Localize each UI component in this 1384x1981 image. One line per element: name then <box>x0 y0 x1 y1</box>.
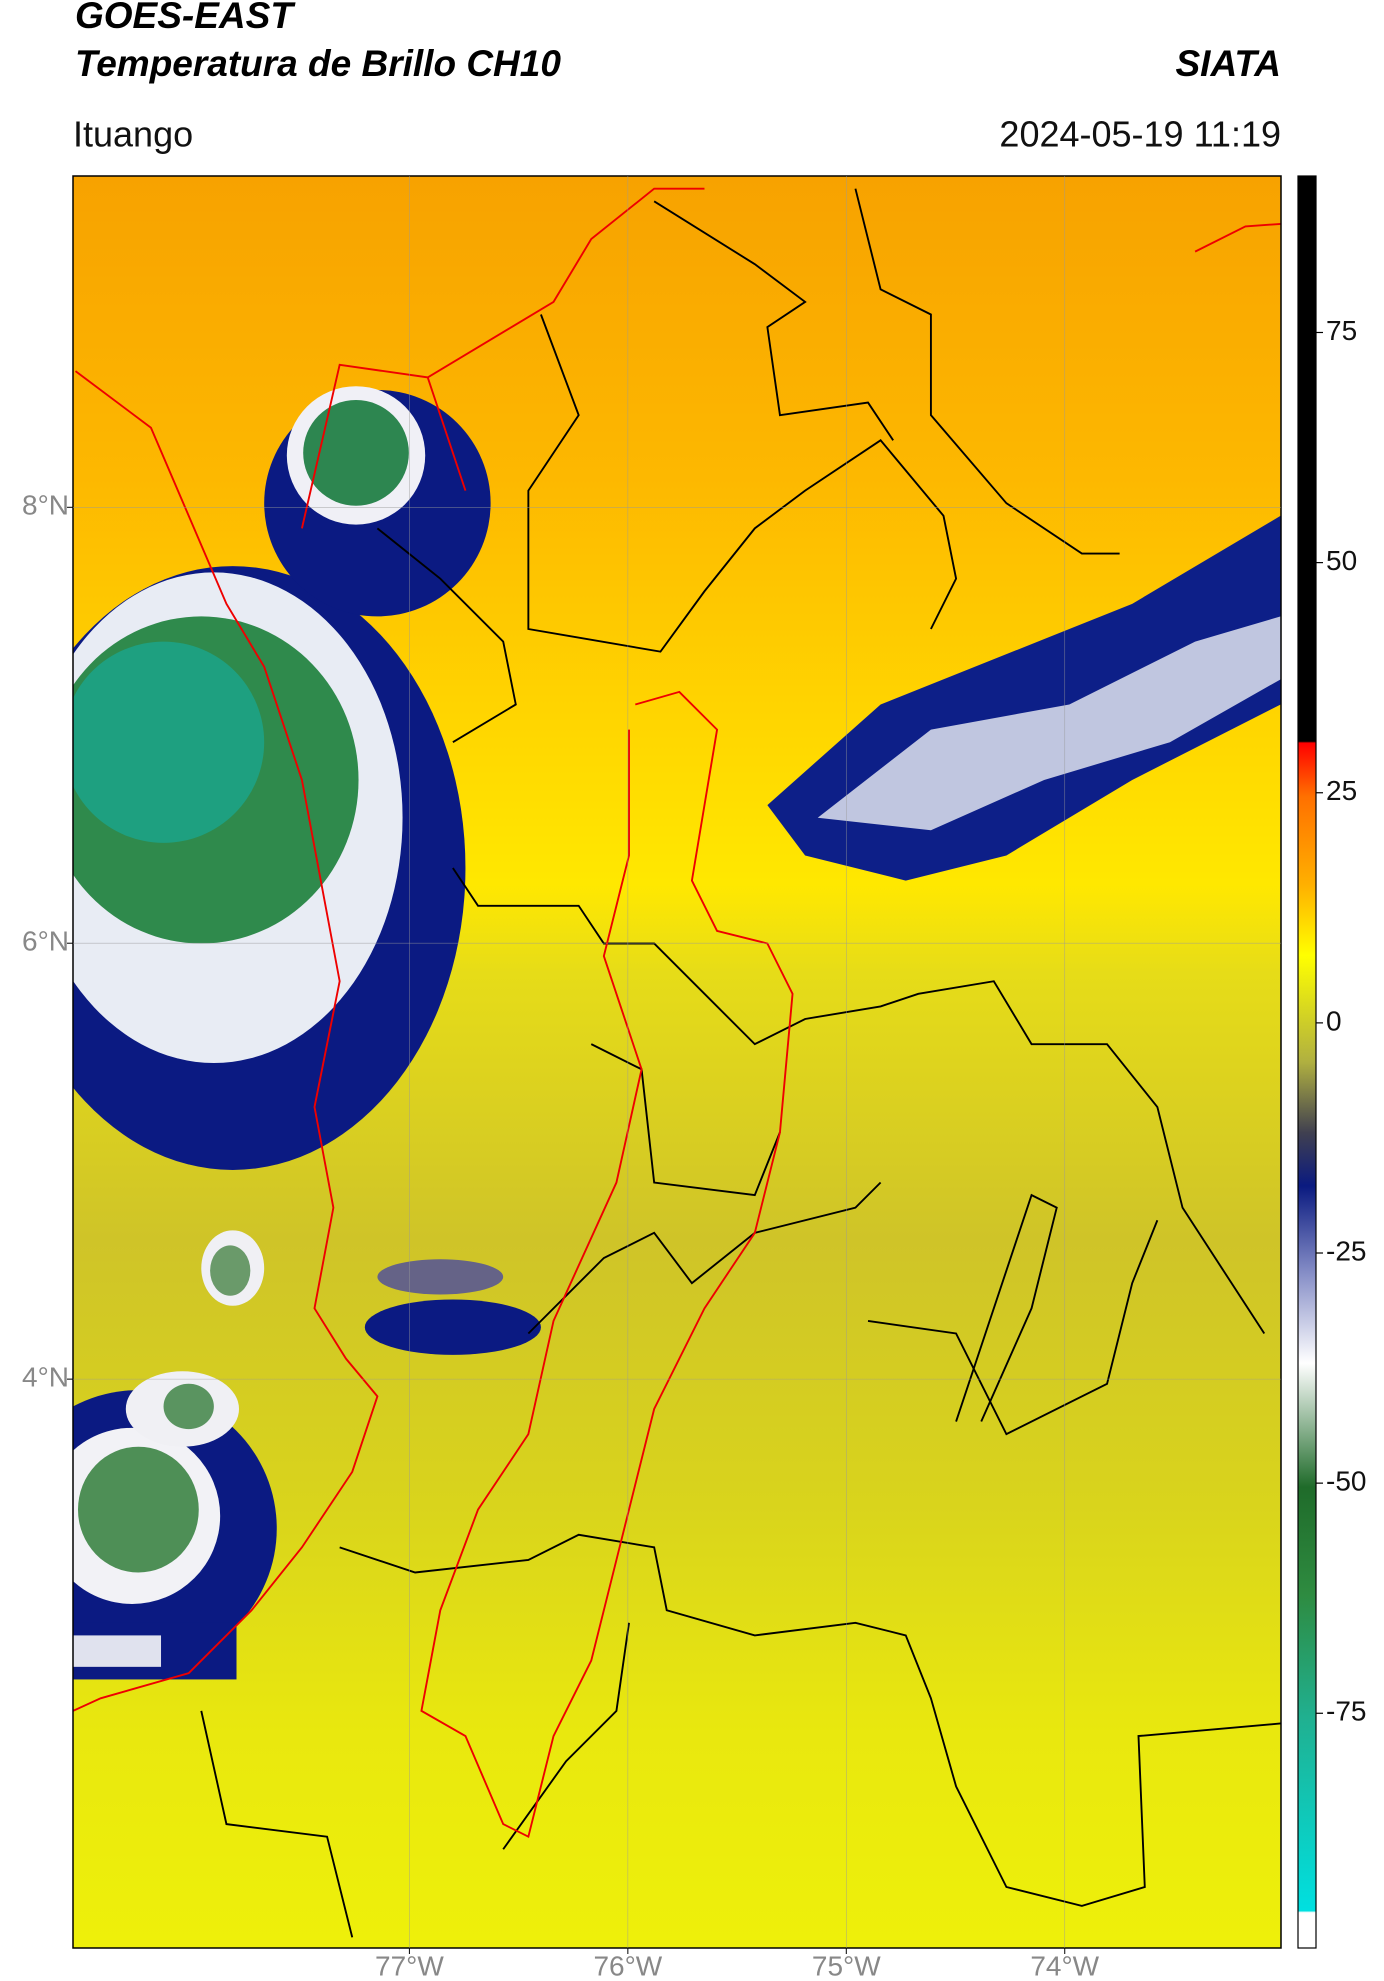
colorbar <box>1297 175 1317 1949</box>
brand: SIATA <box>1175 43 1281 84</box>
datetime: 2024-05-19 11:19 <box>999 114 1281 155</box>
location: Ituango <box>73 114 193 155</box>
map-image <box>73 176 1281 1948</box>
colorbar-tick-label: 75 <box>1326 315 1357 346</box>
title: GOES-EAST <box>75 0 296 36</box>
map-frame <box>72 175 1282 1949</box>
colorbar-tick-label: -25 <box>1326 1235 1366 1266</box>
y-tick-label: 4°N <box>22 1362 69 1393</box>
x-tick-label: 74°W <box>1030 1950 1099 1981</box>
colorbar-tick-label: -50 <box>1326 1466 1366 1497</box>
x-tick-label: 75°W <box>812 1950 881 1981</box>
subtitle: Temperatura de Brillo CH10 <box>75 43 561 84</box>
colorbar-tick-label: -75 <box>1326 1696 1366 1727</box>
x-tick-label: 76°W <box>593 1950 662 1981</box>
y-tick-label: 8°N <box>22 490 69 521</box>
colorbar-tick-label: 25 <box>1326 775 1357 806</box>
x-tick-label: 77°W <box>375 1950 444 1981</box>
y-tick-label: 6°N <box>22 926 69 957</box>
colorbar-tick-label: 0 <box>1326 1005 1342 1036</box>
colorbar-tick-label: 50 <box>1326 545 1357 576</box>
